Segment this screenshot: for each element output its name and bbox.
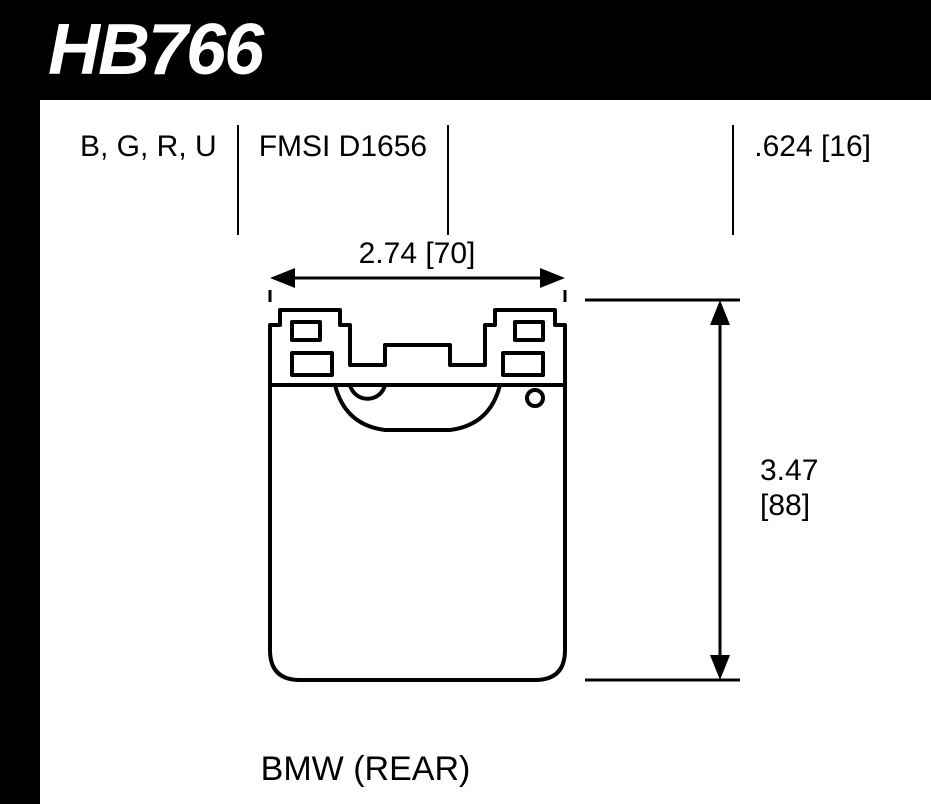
spec-fmsi: FMSI D1656 <box>239 130 447 164</box>
side-bar <box>0 100 40 804</box>
diagram-area: 2.74 [70] 3.47 [88] <box>40 230 931 804</box>
spec-divider-2 <box>447 125 449 235</box>
width-dimension <box>270 268 565 302</box>
height-label-2: [88] <box>760 489 810 522</box>
height-dimension <box>585 300 740 680</box>
brake-pad-diagram: 2.74 [70] 3.47 [88] <box>40 230 931 760</box>
part-number: HB766 <box>48 9 262 91</box>
spec-thickness: .624 [16] <box>734 130 891 164</box>
caption: BMW (REAR) <box>0 750 731 789</box>
pad-outline <box>270 310 565 680</box>
spec-compounds: B, G, R, U <box>60 130 237 164</box>
spec-row: B, G, R, U FMSI D1656 .624 [16] <box>60 130 891 200</box>
width-label: 2.74 [70] <box>359 237 476 270</box>
height-label-1: 3.47 <box>760 454 818 487</box>
header-bar: HB766 <box>0 0 931 100</box>
